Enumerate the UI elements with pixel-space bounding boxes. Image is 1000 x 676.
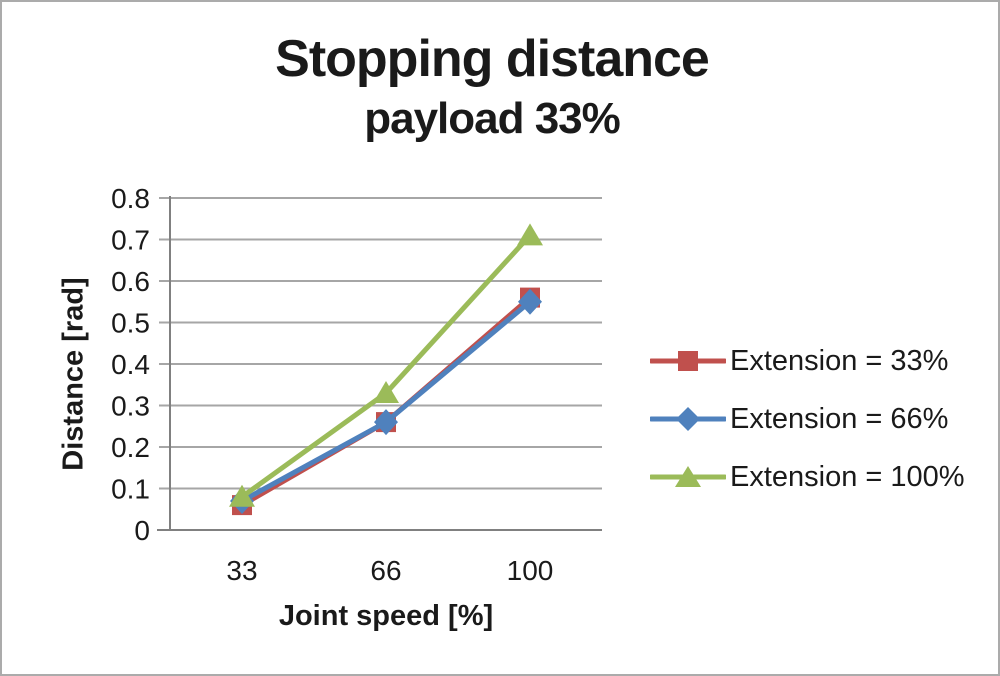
y-tick-label: 0.6: [111, 266, 150, 297]
legend: Extension = 33% Extension = 66% Extension …: [650, 341, 965, 497]
series-line-2: [239, 232, 533, 500]
series-2-triangle-marker: [517, 223, 543, 246]
y-tick-label: 0.7: [111, 225, 150, 256]
legend-label: Extension = 33%: [730, 344, 949, 377]
legend-item-2: Extension = 100%: [650, 457, 965, 497]
y-tick-label: 0.1: [111, 474, 150, 505]
legend-item-0: Extension = 33%: [650, 341, 965, 381]
y-tick-label: 0.2: [111, 432, 150, 463]
x-tick-label: 33: [226, 555, 257, 586]
legend-square-icon: [650, 351, 726, 371]
legend-diamond-icon: [650, 407, 726, 431]
legend-label: Extension = 100%: [730, 460, 965, 493]
y-tick-label: 0.3: [111, 391, 150, 422]
series-1-diamond-marker: [518, 288, 542, 315]
x-axis-title: Joint speed [%]: [278, 600, 494, 632]
y-tick-label: 0.4: [111, 349, 150, 380]
series-2-triangle-marker: [229, 484, 255, 507]
chart-title: Stopping distance: [275, 30, 710, 88]
x-tick-label: 66: [370, 555, 401, 586]
legend-triangle-icon: [650, 466, 726, 487]
series-1-diamond-marker: [374, 409, 398, 436]
x-tick-label: 100: [507, 555, 554, 586]
y-tick-label: 0.5: [111, 308, 150, 339]
legend-item-1: Extension = 66%: [650, 399, 965, 439]
chart-subtitle: payload 33%: [364, 94, 621, 143]
y-tick-label: 0.8: [111, 183, 150, 214]
legend-label: Extension = 66%: [730, 402, 949, 435]
y-tick-label: 0: [134, 515, 150, 546]
series-2-triangle-marker: [373, 381, 399, 404]
y-axis-title: Distance [rad]: [57, 277, 90, 471]
